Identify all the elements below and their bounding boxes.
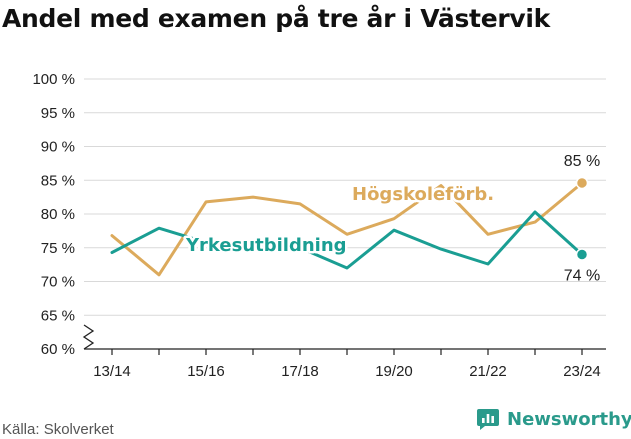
x-tick-label: 17/18 (281, 363, 319, 380)
x-tick-label: 13/14 (93, 363, 131, 380)
x-tick-label: 21/22 (469, 363, 507, 380)
axis-break-icon (82, 324, 95, 350)
y-tick-label: 95 % (41, 105, 75, 122)
y-tick-label: 85 % (41, 172, 75, 189)
series-line (110, 210, 584, 270)
y-tick-label: 80 % (41, 206, 75, 223)
grid-lines (84, 78, 606, 316)
y-tick-label: 90 % (41, 139, 75, 156)
series-end-label: 85 % (564, 153, 600, 170)
series-end-marker (575, 248, 589, 261)
y-tick-label: 60 % (41, 341, 75, 358)
x-tick-label: 19/20 (375, 363, 413, 380)
y-tick-label: 70 % (41, 274, 75, 291)
newsworthy-brand[interactable]: Newsworthy (476, 407, 631, 431)
series-end-label: 74 % (564, 268, 600, 285)
series-name-label: Yrkesutbildning (185, 235, 347, 256)
x-tick-label: 15/16 (187, 363, 225, 380)
series-lines (110, 176, 589, 277)
y-tick-label: 65 % (41, 307, 75, 324)
series-name-label: Högskoleförb. (352, 184, 494, 205)
y-tick-label: 75 % (41, 240, 75, 257)
x-tick-label: 23/24 (563, 363, 601, 380)
brand-name: Newsworthy (507, 408, 631, 430)
series-end-marker (575, 176, 589, 190)
newsworthy-logo-icon (477, 409, 499, 430)
y-tick-label: 100 % (32, 71, 75, 88)
axis-break-zigzag (82, 324, 95, 350)
y-axis-tick-labels: 60 % 65 % 70 % 75 % 80 % 85 % 90 % 95 % 100 % (32, 71, 75, 358)
x-axis: 13/14 15/16 17/18 19/20 21/22 23/24 (84, 348, 606, 380)
source-note: Källa: Skolverket (2, 421, 114, 438)
series-labels: 85 % Högskoleförb. 74 % Yrkesutbildning (183, 153, 601, 285)
series-line (110, 181, 584, 277)
chart-title: Andel med examen på tre år i Västervik (2, 4, 550, 33)
